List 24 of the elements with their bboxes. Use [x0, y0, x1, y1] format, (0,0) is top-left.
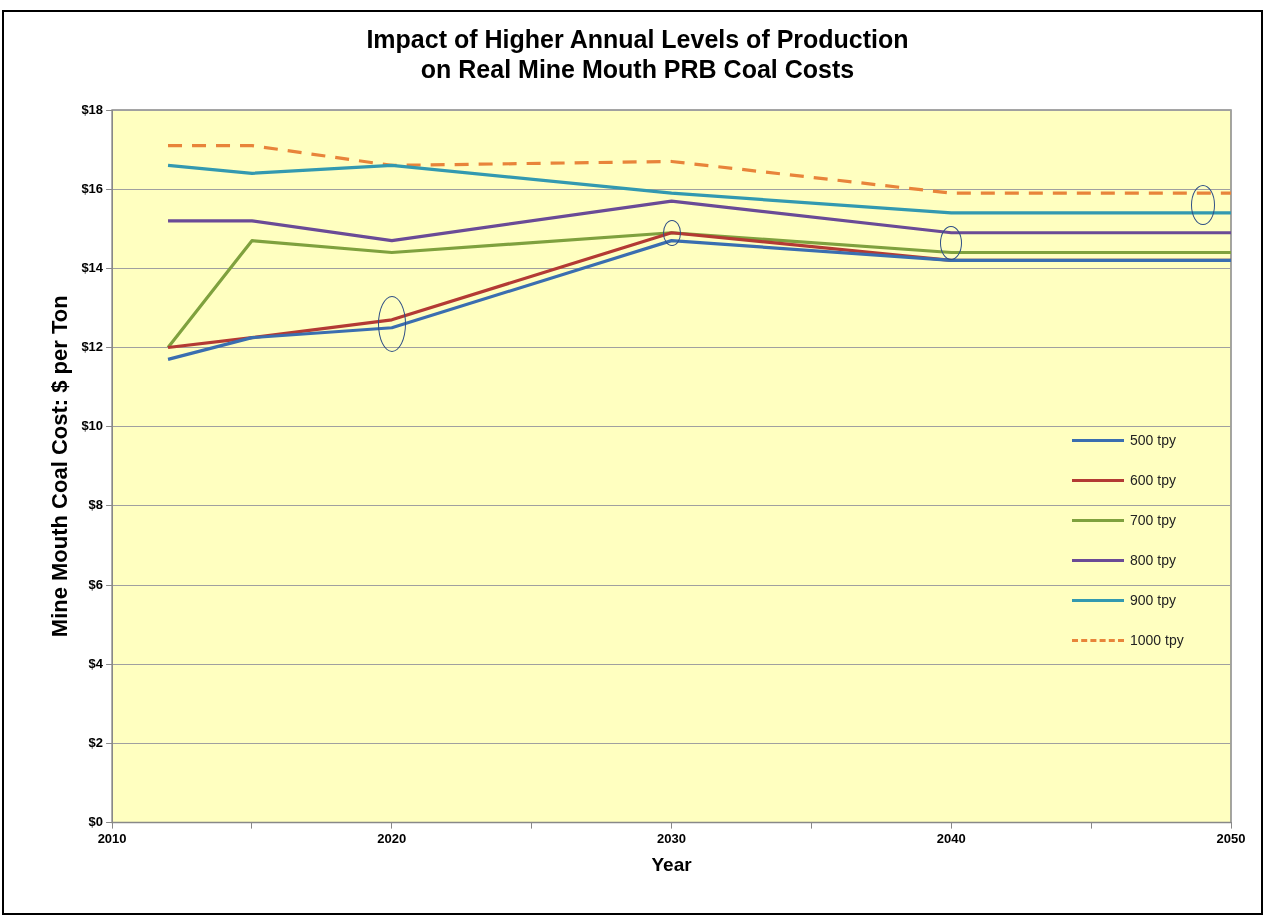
y-tick-label: $14 [81, 259, 104, 275]
y-tick-label: $4 [88, 655, 104, 671]
x-tick-label: 2050 [1216, 830, 1246, 846]
x-tick-label: 2020 [377, 830, 407, 846]
y-tick-label: $2 [88, 735, 104, 750]
x-axis-title: Year [651, 853, 693, 875]
y-axis-title: Mine Mouth Coal Cost: $ per Ton [47, 295, 73, 638]
x-tick-label: 2010 [97, 830, 127, 846]
legend-label: 500 tpy [1130, 432, 1176, 448]
legend-label: 600 tpy [1130, 472, 1176, 488]
y-tick-label: $18 [81, 101, 104, 117]
x-tick-label: 2040 [936, 830, 966, 846]
x-tick-label: 2030 [657, 830, 687, 846]
legend-label: 700 tpy [1130, 512, 1176, 528]
legend-label: 900 tpy [1130, 592, 1176, 608]
legend-label: 1000 tpy [1130, 632, 1184, 648]
y-tick-label: $0 [88, 814, 104, 830]
y-tick-label: $10 [81, 418, 104, 434]
y-tick-label: $16 [81, 180, 104, 196]
chart-title: Impact of Higher Annual Levels of Production on Real Mine Mouth PRB Coal Costs [366, 24, 909, 83]
y-tick-label: $6 [88, 576, 104, 592]
y-tick-label: $8 [88, 497, 104, 513]
legend-label: 800 tpy [1130, 552, 1176, 568]
y-tick-label: $12 [81, 339, 104, 355]
